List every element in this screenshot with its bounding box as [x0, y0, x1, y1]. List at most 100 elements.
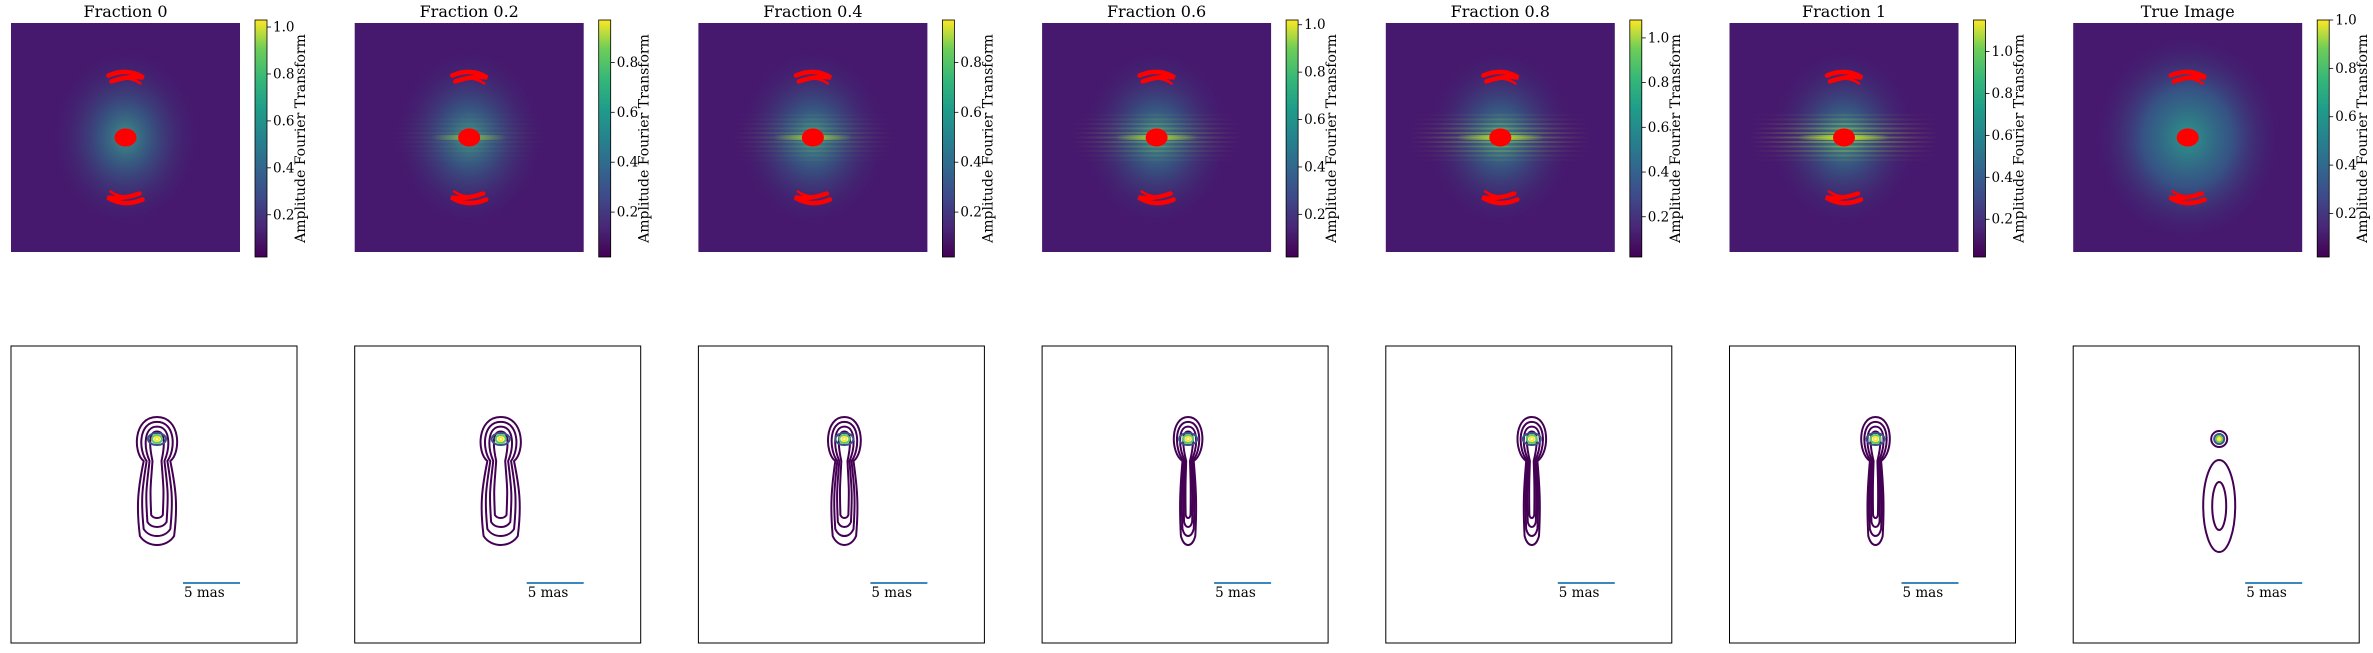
streak: [1749, 114, 1939, 116]
colorbar-tick-label: 0.6: [273, 113, 294, 129]
contour-line: [2213, 433, 2226, 445]
contour-line: [827, 416, 862, 546]
contour-panel-4: 5 mas: [1385, 345, 1673, 644]
uv-point-cluster-center: [458, 128, 481, 147]
contour-line: [1179, 425, 1198, 529]
panel-title: Fraction 0: [84, 2, 168, 21]
contour-line: [1869, 434, 1882, 444]
colorbar-tick-label: 0.2: [273, 207, 294, 223]
colorbar-gradient: [942, 19, 955, 258]
streak: [1409, 159, 1592, 161]
streak: [1069, 123, 1244, 125]
colorbar-tick-label: 0.8: [1992, 86, 2013, 102]
contour-panel-2: 5 mas: [697, 345, 985, 644]
scale-bar-label: 5 mas: [871, 585, 912, 601]
contour-line: [1525, 434, 1538, 444]
streak: [1409, 150, 1592, 152]
contour-line: [494, 434, 507, 444]
fourier-image: [1042, 23, 1272, 252]
panel-title: Fraction 1: [1802, 2, 1886, 21]
streak: [1069, 150, 1244, 152]
fourier-image: [1385, 23, 1615, 252]
uv-point-track-upper: [799, 77, 830, 85]
colorbar-tick-label: 0.6: [617, 105, 638, 121]
contour-line: [1528, 436, 1535, 442]
colorbar-tick-label: 0.6: [1304, 112, 1325, 128]
uv-point-cluster-center: [1145, 128, 1168, 147]
scale-bar-label: 5 mas: [528, 585, 569, 601]
colorbar-tick-label: 0.4: [2335, 158, 2356, 174]
uv-point-cluster-center: [801, 128, 824, 147]
contour-line: [1525, 430, 1538, 520]
colorbar-tick-label: 0.6: [1648, 120, 1669, 136]
uv-point-track-lower: [1140, 190, 1170, 198]
colorbar-label: Amplitude Fourier Transform: [2012, 34, 2028, 244]
contour-line: [834, 425, 855, 529]
uv-point-track-upper: [1487, 77, 1517, 85]
colorbar-tick-label: 0.2: [617, 205, 638, 221]
contour-panel-1: 5 mas: [354, 345, 642, 644]
streak: [1749, 118, 1939, 121]
streak: [1749, 159, 1939, 161]
contour-line: [830, 420, 859, 538]
contour-line: [147, 432, 167, 446]
contour-panel-5: 5 mas: [1729, 345, 2016, 644]
contour-panel-3: 5 mas: [1041, 345, 1329, 644]
uv-point-track-upper: [2174, 77, 2204, 85]
contour-line: [1172, 416, 1204, 546]
streak: [1069, 118, 1244, 121]
streak: [1749, 150, 1939, 152]
streak: [729, 150, 896, 152]
contour-line: [2216, 436, 2222, 442]
colorbar-tick-label: 0.8: [2335, 61, 2356, 77]
contour-line: [1872, 436, 1879, 442]
contour-line: [154, 436, 160, 442]
contour-line: [488, 425, 513, 529]
contour-line: [2202, 459, 2237, 553]
colorbar-label: Amplitude Fourier Transform: [2355, 34, 2371, 244]
colorbar-tick-label: 0.8: [960, 55, 981, 71]
contour-frame: [697, 345, 985, 644]
streak: [1409, 123, 1592, 125]
uv-point-track-upper: [1143, 77, 1173, 85]
contour-line: [1516, 416, 1548, 546]
streak: [390, 123, 549, 125]
uv-point-track-lower: [109, 190, 139, 198]
fourier-image: [1729, 23, 1959, 252]
contour-line: [2215, 435, 2224, 443]
streak: [1409, 114, 1592, 116]
contour-line: [497, 436, 504, 442]
bottom-row: 5 mas 5 mas 5 mas 5 mas 5 mas 5 mas 5 mas: [10, 345, 2360, 644]
uv-point-track-lower: [452, 190, 483, 198]
streak: [729, 154, 896, 157]
streak: [1069, 159, 1244, 161]
colorbar-tick-label: 0.2: [1304, 207, 1325, 223]
scale-bar-label: 5 mas: [1215, 585, 1256, 601]
contour-line: [1182, 434, 1195, 444]
streak: [390, 114, 548, 116]
contour-line: [834, 432, 855, 446]
contour-line: [140, 420, 174, 538]
colorbar-tick-label: 0.4: [960, 155, 981, 171]
streak: [730, 159, 896, 161]
streak: [730, 114, 896, 116]
uv-point-track-lower: [796, 190, 827, 198]
panel-title: Fraction 0.4: [763, 2, 862, 21]
contour-line: [479, 416, 522, 546]
contour-line: [841, 436, 848, 442]
colorbar-gradient: [2316, 19, 2330, 258]
colorbar-tick-label: 0.8: [617, 55, 638, 71]
colorbar-tick-label: 0.2: [1992, 212, 2013, 228]
contour-line: [1185, 436, 1192, 442]
streak: [390, 159, 548, 161]
contour-line: [837, 430, 851, 520]
panel-title: Fraction 0.6: [1107, 2, 1206, 21]
